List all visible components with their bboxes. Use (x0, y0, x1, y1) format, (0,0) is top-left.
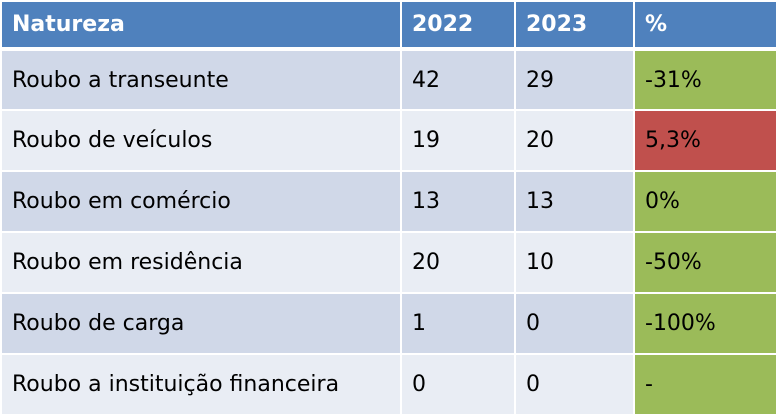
cell-2022: 13 (400, 170, 516, 233)
cell-2023: 0 (514, 353, 635, 416)
cell-percent: -100% (633, 292, 776, 355)
cell-percent: -31% (633, 48, 776, 111)
cell-percent: 5,3% (633, 109, 776, 172)
table-row: Roubo de carga 1 0 -100% (0, 292, 776, 355)
cell-natureza: Roubo de carga (0, 292, 402, 355)
cell-2022: 42 (400, 48, 516, 111)
cell-2023: 13 (514, 170, 635, 233)
cell-2023: 20 (514, 109, 635, 172)
header-2022: 2022 (400, 0, 516, 51)
cell-natureza: Roubo a transeunte (0, 48, 402, 111)
cell-2022: 0 (400, 353, 516, 416)
cell-percent: 0% (633, 170, 776, 233)
header-percent: % (633, 0, 776, 51)
header-natureza: Natureza (0, 0, 402, 51)
cell-natureza: Roubo em comércio (0, 170, 402, 233)
cell-natureza: Roubo em residência (0, 231, 402, 294)
table-header-row: Natureza 2022 2023 % (0, 0, 776, 51)
cell-2022: 19 (400, 109, 516, 172)
table-row: Roubo em comércio 13 13 0% (0, 170, 776, 233)
cell-percent: - (633, 353, 776, 416)
table-row: Roubo de veículos 19 20 5,3% (0, 109, 776, 172)
cell-natureza: Roubo de veículos (0, 109, 402, 172)
header-2023: 2023 (514, 0, 635, 51)
table-row: Roubo a instituição financeira 0 0 - (0, 353, 776, 416)
cell-2023: 10 (514, 231, 635, 294)
table-row: Roubo a transeunte 42 29 -31% (0, 48, 776, 111)
cell-2023: 0 (514, 292, 635, 355)
cell-2022: 20 (400, 231, 516, 294)
cell-natureza: Roubo a instituição financeira (0, 353, 402, 416)
cell-2023: 29 (514, 48, 635, 111)
cell-percent: -50% (633, 231, 776, 294)
table-row: Roubo em residência 20 10 -50% (0, 231, 776, 294)
cell-2022: 1 (400, 292, 516, 355)
